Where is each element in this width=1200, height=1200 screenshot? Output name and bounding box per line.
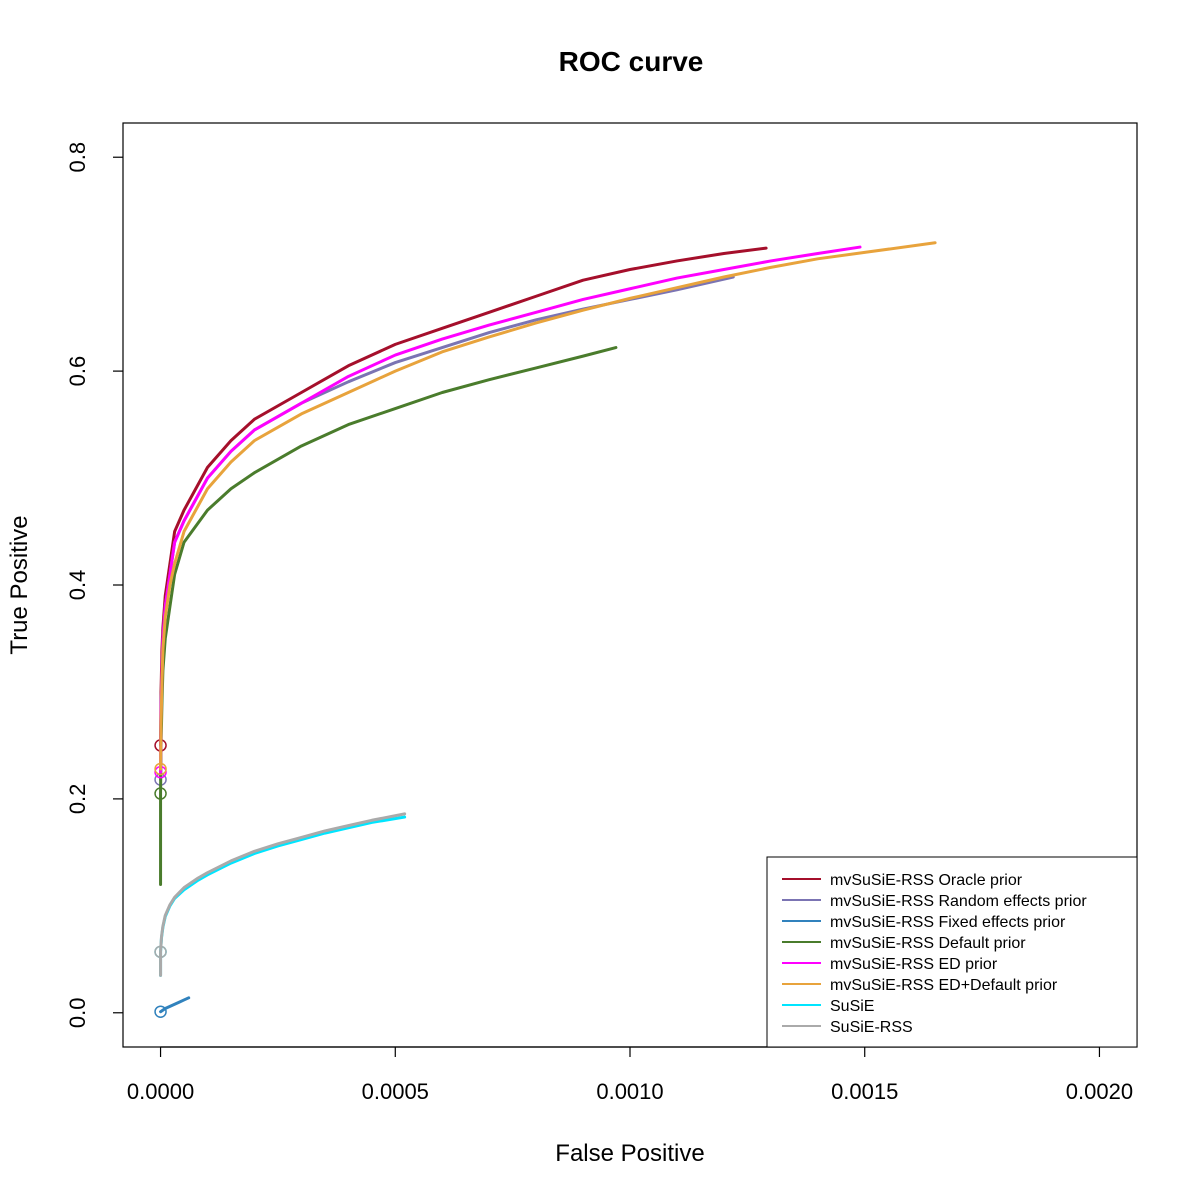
legend-label-mvsusie-rss-random-effects-prior: mvSuSiE-RSS Random effects prior	[830, 893, 1087, 910]
series-line-mvsusie-rss-random-effects-prior	[159, 275, 735, 782]
y-axis: 0.0 0.2 0.4 0.6 0.8	[65, 142, 123, 1028]
chart-title: ROC curve	[559, 46, 704, 77]
y-tick-label: 0.0	[65, 997, 90, 1028]
series-layer	[154, 241, 937, 1018]
start-point-mvsusie-rss-ed-default-prior	[154, 762, 167, 776]
legend-label-susie: SuSiE	[830, 998, 874, 1015]
start-point-susie-rss	[154, 945, 167, 959]
y-tick-label: 0.4	[65, 570, 90, 601]
series-line-mvsusie-rss-oracle-prior	[159, 246, 768, 747]
series-line-susie	[159, 815, 407, 977]
legend: mvSuSiE-RSS Oracle prior mvSuSiE-RSS Rand…	[766, 856, 1138, 1048]
y-tick-label: 0.2	[65, 784, 90, 815]
y-tick-label: 0.8	[65, 142, 90, 173]
x-tick-label: 0.0000	[127, 1079, 194, 1104]
series-line-mvsusie-rss-ed-default-prior	[159, 241, 937, 771]
x-tick-label: 0.0020	[1066, 1079, 1133, 1104]
x-tick-label: 0.0005	[362, 1079, 429, 1104]
x-axis-label: False Positive	[555, 1140, 704, 1167]
legend-box	[766, 856, 1138, 1048]
legend-label-mvsusie-rss-ed-prior: mvSuSiE-RSS ED prior	[830, 956, 998, 973]
x-tick-label: 0.0015	[831, 1079, 898, 1104]
legend-label-mvsusie-rss-oracle-prior: mvSuSiE-RSS Oracle prior	[830, 872, 1023, 889]
series-line-mvsusie-rss-fixed-effects-prior	[159, 996, 191, 1014]
y-axis-label: True Positive	[6, 515, 33, 654]
legend-label-mvsusie-rss-ed-default-prior: mvSuSiE-RSS ED+Default prior	[830, 977, 1058, 994]
x-tick-label: 0.0010	[596, 1079, 663, 1104]
series-line-mvsusie-rss-default-prior	[159, 346, 618, 886]
x-axis: 0.0000 0.0005 0.0010 0.0015 0.0020	[127, 1046, 1133, 1104]
legend-label-susie-rss: SuSiE-RSS	[830, 1019, 913, 1036]
start-point-mvsusie-rss-fixed-effects-prior	[154, 1005, 167, 1018]
start-point-mvsusie-rss-default-prior	[154, 787, 167, 800]
series-line-susie-rss	[159, 812, 407, 977]
y-tick-label: 0.6	[65, 356, 90, 387]
legend-label-mvsusie-rss-fixed-effects-prior: mvSuSiE-RSS Fixed effects prior	[830, 914, 1066, 931]
legend-label-mvsusie-rss-default-prior: mvSuSiE-RSS Default prior	[830, 935, 1026, 952]
